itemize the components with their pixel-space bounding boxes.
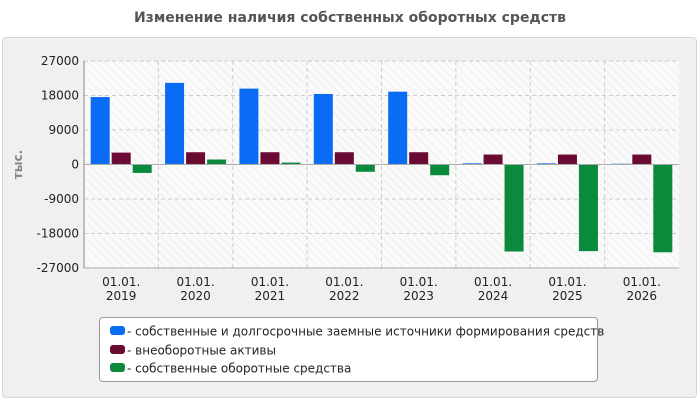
x-tick-label-line1: 01.01. (623, 275, 661, 289)
bar-2022-series-1 (334, 152, 354, 165)
y-axis-label: тыс. (11, 150, 25, 179)
bar-2024-series-0 (462, 163, 482, 165)
x-tick-label-line2: 2026 (627, 289, 658, 303)
bar-2024-series-2 (504, 164, 524, 252)
y-tick-label: 18000 (41, 89, 79, 103)
y-tick-label: -18000 (36, 227, 79, 241)
bar-2022-series-2 (355, 164, 375, 172)
legend-label-sources: - собственные и долгосрочные заемные ист… (127, 324, 605, 339)
x-tick-label-line2: 2024 (478, 289, 509, 303)
bar-2026-series-1 (632, 154, 652, 165)
legend-label-noncurrent-assets: - внеоборотные активы (127, 343, 276, 358)
axes (83, 61, 679, 269)
y-tick-label: 27000 (41, 54, 79, 68)
bar-2022-series-0 (313, 93, 333, 165)
bar-2020-series-2 (207, 159, 227, 165)
bar-2025-series-0 (536, 163, 556, 165)
x-tick-label-line2: 2022 (329, 289, 360, 303)
bar-2021-series-1 (260, 152, 280, 165)
bar-2019-series-0 (90, 97, 110, 165)
y-tick-label: 9000 (48, 123, 79, 137)
legend-item-noncurrent-assets: - внеоборотные активы (110, 343, 276, 361)
bar-2019-series-1 (111, 152, 131, 165)
x-tick-label-line1: 01.01. (251, 275, 289, 289)
x-tick-label-line2: 2025 (552, 289, 583, 303)
legend-item-sources: - собственные и долгосрочные заемные ист… (110, 324, 604, 342)
bar-2021-series-2 (281, 162, 301, 165)
x-tick-label-line1: 01.01. (102, 275, 140, 289)
bar-2025-series-2 (578, 164, 598, 252)
x-tick-label-line2: 2019 (106, 289, 137, 303)
x-tick-label-line1: 01.01. (474, 275, 512, 289)
legend-swatch-working-capital (110, 363, 125, 372)
bar-2026-series-2 (653, 164, 673, 253)
bars (90, 82, 673, 253)
bar-2021-series-0 (239, 88, 259, 165)
bar-2019-series-2 (132, 164, 152, 173)
y-tick-label: 0 (71, 158, 79, 172)
x-tick-label-line1: 01.01. (176, 275, 214, 289)
x-tick-label-line1: 01.01. (400, 275, 438, 289)
y-tick-label: -27000 (36, 261, 79, 275)
bar-2023-series-0 (388, 91, 408, 165)
x-tick-labels: 01.01.201901.01.202001.01.202101.01.2022… (102, 275, 661, 303)
x-tick-label-line2: 2021 (255, 289, 286, 303)
legend-label-working-capital: - собственные оборотные средства (127, 361, 352, 376)
y-tick-labels: 27000 18000 9000 0 -9000 -18000 -27000 (36, 54, 79, 275)
legend-swatch-noncurrent-assets (110, 345, 125, 354)
bar-2025-series-1 (557, 154, 577, 165)
x-tick-label-line2: 2020 (180, 289, 211, 303)
legend-swatch-sources (110, 326, 125, 335)
x-tick-label-line1: 01.01. (325, 275, 363, 289)
chart-title: Изменение наличия собственных оборотных … (133, 10, 567, 26)
legend: - собственные и долгосрочные заемные ист… (99, 317, 604, 382)
x-tick-label-line1: 01.01. (548, 275, 586, 289)
y-tick-label: -9000 (44, 192, 79, 206)
bar-2023-series-1 (409, 152, 429, 165)
x-tick-label-line2: 2023 (403, 289, 434, 303)
bar-2020-series-1 (186, 152, 206, 165)
legend-item-working-capital: - собственные оборотные средства (110, 361, 351, 379)
bar-2023-series-2 (430, 164, 450, 176)
bar-2020-series-0 (165, 82, 185, 165)
bar-2024-series-1 (483, 154, 503, 165)
